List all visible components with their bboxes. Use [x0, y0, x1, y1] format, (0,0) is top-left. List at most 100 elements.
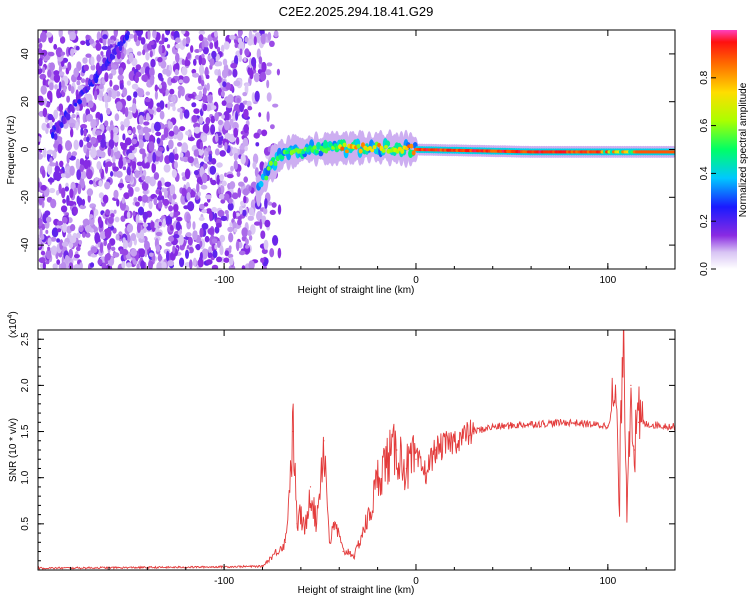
noise-speckle	[126, 211, 131, 219]
noise-speckle	[157, 180, 162, 189]
colorbar-ticks: 0.0 0.2 0.4 0.6 0.8	[699, 70, 716, 276]
noise-speckle	[111, 88, 117, 100]
noise-speckle	[185, 232, 192, 238]
noise-speckle	[86, 113, 93, 122]
noise-speckle	[124, 106, 129, 118]
noise-speckle	[56, 220, 64, 226]
noise-speckle	[56, 259, 61, 265]
noise-speckle	[160, 60, 167, 69]
noise-speckle	[137, 35, 142, 41]
noise-speckle	[67, 151, 72, 158]
noise-speckle	[122, 237, 126, 244]
noise-speckle	[55, 47, 63, 58]
noise-speckle	[187, 186, 192, 194]
noise-speckle	[136, 30, 143, 37]
noise-speckle	[247, 106, 253, 111]
snr-data-point	[530, 423, 532, 425]
noise-speckle	[58, 103, 64, 112]
noise-speckle	[135, 71, 142, 78]
noise-speckle	[38, 195, 43, 206]
noise-speckle	[104, 181, 111, 190]
x-tick-label: 100	[600, 576, 617, 587]
noise-speckle	[248, 186, 252, 192]
noise-speckle	[90, 56, 95, 66]
noise-speckle	[105, 209, 110, 216]
noise-speckle	[181, 187, 187, 197]
noise-speckle	[177, 108, 183, 113]
snr-panel: -100 0 100 0.5 1.0 1.5 2.0 2.5 Height of straig…	[7, 311, 676, 596]
noise-speckle	[102, 194, 109, 204]
snr-data-point	[348, 550, 350, 553]
noise-speckle	[113, 134, 119, 143]
noise-speckle	[47, 246, 51, 251]
noise-speckle	[118, 67, 124, 76]
x-tick-label: -100	[214, 576, 234, 587]
noise-speckle	[195, 195, 199, 201]
noise-speckle	[199, 251, 203, 261]
noise-speckle	[99, 90, 103, 98]
noise-speckle	[83, 159, 89, 170]
noise-speckle	[169, 184, 176, 195]
noise-speckle	[203, 202, 209, 207]
noise-speckle	[59, 160, 64, 168]
colorbar-tick-label: 0.4	[699, 166, 710, 180]
noise-speckle	[143, 240, 150, 250]
noise-speckle	[42, 107, 48, 118]
noise-speckle	[58, 81, 62, 92]
noise-speckle	[214, 30, 218, 38]
noise-speckle	[142, 49, 146, 56]
noise-speckle	[242, 209, 247, 217]
noise-speckle	[107, 146, 112, 157]
noise-speckle	[40, 234, 45, 240]
noise-speckle	[104, 72, 109, 83]
noise-speckle	[60, 205, 68, 213]
spectrogram-marks	[38, 30, 675, 269]
noise-speckle	[113, 209, 117, 214]
noise-speckle	[238, 250, 246, 256]
noise-speckle	[41, 49, 48, 57]
track-core	[384, 145, 388, 149]
noise-speckle	[174, 153, 179, 161]
noise-speckle	[49, 187, 56, 194]
noise-speckle	[152, 152, 157, 163]
noise-speckle	[69, 165, 75, 176]
snr-data-point	[386, 458, 388, 460]
noise-speckle	[168, 130, 175, 137]
noise-speckle	[82, 57, 88, 64]
noise-speckle	[38, 42, 43, 49]
noise-speckle	[47, 69, 52, 78]
noise-speckle	[80, 78, 86, 83]
noise-speckle	[172, 105, 176, 112]
noise-speckle	[94, 232, 101, 244]
chirp-mark	[86, 86, 91, 91]
noise-speckle	[53, 109, 59, 120]
noise-speckle	[154, 90, 158, 100]
noise-speckle	[224, 172, 228, 177]
noise-speckle	[211, 105, 217, 110]
noise-speckle	[179, 152, 184, 158]
track-core	[301, 150, 306, 155]
noise-speckle	[261, 61, 267, 73]
noise-speckle	[239, 102, 245, 113]
noise-speckle	[163, 127, 169, 139]
noise-speckle	[85, 34, 90, 40]
noise-speckle	[243, 57, 247, 62]
noise-speckle	[233, 80, 241, 87]
noise-speckle	[147, 155, 154, 163]
noise-speckle	[220, 90, 225, 97]
noise-speckle	[66, 95, 70, 103]
noise-speckle	[51, 227, 59, 238]
noise-speckle	[263, 262, 267, 267]
noise-speckle	[70, 128, 74, 138]
noise-speckle	[142, 189, 149, 195]
snr-data-point	[296, 523, 298, 525]
noise-speckle	[73, 206, 78, 215]
noise-speckle	[142, 126, 150, 134]
noise-speckle	[202, 94, 208, 103]
noise-speckle	[113, 146, 118, 153]
noise-speckle	[236, 240, 240, 252]
noise-speckle	[146, 112, 150, 122]
noise-speckle	[211, 32, 215, 38]
noise-speckle	[228, 69, 233, 76]
noise-speckle	[141, 74, 149, 82]
